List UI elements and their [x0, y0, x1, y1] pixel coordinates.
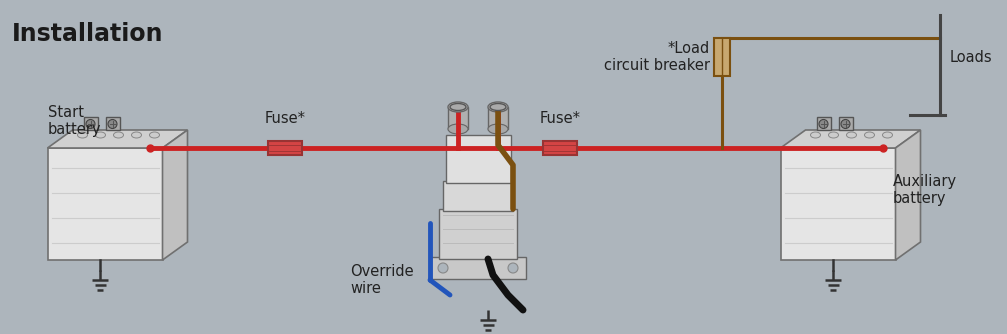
- Ellipse shape: [864, 132, 874, 138]
- Ellipse shape: [882, 132, 892, 138]
- Text: *Load
circuit breaker: *Load circuit breaker: [604, 41, 710, 73]
- Ellipse shape: [114, 132, 124, 138]
- Ellipse shape: [811, 132, 821, 138]
- Ellipse shape: [132, 132, 142, 138]
- Bar: [445, 135, 511, 183]
- Text: Fuse*: Fuse*: [265, 111, 305, 126]
- Bar: [106, 117, 120, 130]
- Bar: [431, 257, 526, 279]
- Text: Start
battery: Start battery: [48, 105, 102, 137]
- Ellipse shape: [450, 104, 466, 111]
- Bar: [488, 107, 508, 129]
- Bar: [268, 141, 302, 155]
- Bar: [714, 38, 730, 76]
- Ellipse shape: [96, 132, 106, 138]
- Polygon shape: [47, 130, 187, 148]
- Circle shape: [508, 263, 518, 273]
- Polygon shape: [162, 130, 187, 260]
- Bar: [817, 117, 831, 130]
- Circle shape: [819, 120, 828, 129]
- Circle shape: [841, 120, 850, 129]
- Text: Override
wire: Override wire: [350, 264, 414, 296]
- Circle shape: [86, 120, 95, 129]
- Ellipse shape: [488, 124, 508, 134]
- Ellipse shape: [488, 102, 508, 112]
- Ellipse shape: [847, 132, 857, 138]
- Circle shape: [438, 263, 448, 273]
- Bar: [84, 117, 98, 130]
- Bar: [448, 107, 468, 129]
- Polygon shape: [780, 130, 920, 148]
- Polygon shape: [780, 148, 895, 260]
- Text: Loads: Loads: [950, 50, 993, 65]
- Polygon shape: [47, 148, 162, 260]
- Text: Installation: Installation: [12, 22, 163, 46]
- Ellipse shape: [448, 124, 468, 134]
- Polygon shape: [895, 130, 920, 260]
- Bar: [439, 209, 517, 259]
- Ellipse shape: [78, 132, 88, 138]
- Ellipse shape: [448, 102, 468, 112]
- Ellipse shape: [490, 104, 506, 111]
- Circle shape: [108, 120, 117, 129]
- Text: Fuse*: Fuse*: [540, 111, 580, 126]
- Text: Auxiliary
battery: Auxiliary battery: [893, 174, 957, 206]
- Ellipse shape: [149, 132, 159, 138]
- Bar: [839, 117, 853, 130]
- Bar: [543, 141, 577, 155]
- Ellipse shape: [829, 132, 839, 138]
- Bar: [443, 181, 513, 211]
